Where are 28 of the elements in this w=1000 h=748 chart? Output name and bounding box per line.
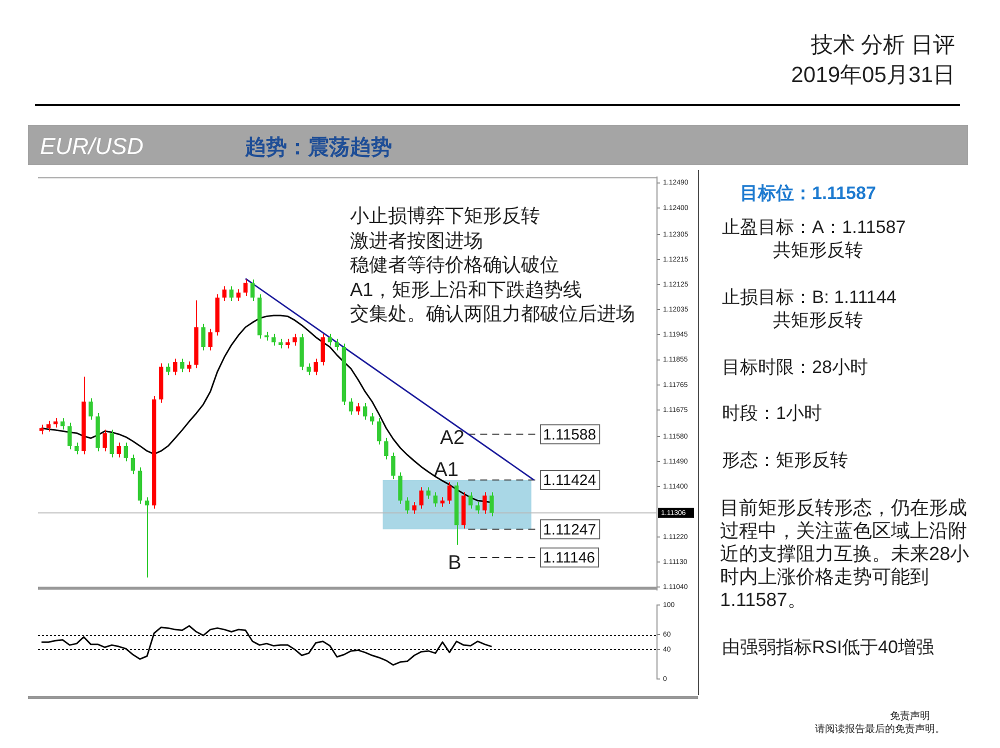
annotation: 小止损博弈下矩形反转: [350, 205, 540, 229]
annotation: 稳健者等待价格确认破位: [350, 254, 559, 278]
text: 目标时限：28小时: [722, 356, 868, 378]
text: 目前矩形反转形态，仍在形成过程中，关注蓝色区域上沿附近的支撑阻力互换。未来28小时内上涨价格走势可能到1.11587。: [720, 497, 970, 612]
annotation: A1，矩形上沿和下跌趋势线: [350, 278, 582, 302]
annotation: A2: [440, 426, 464, 450]
text: 免责声明: [890, 711, 930, 723]
text: 共矩形反转: [773, 239, 863, 261]
ref-line-label: 1.11146: [543, 550, 596, 567]
ref-line-label: 1.11588: [543, 426, 596, 444]
ref-line-label: 1.11247: [543, 521, 596, 538]
text: 请阅读报告最后的免责声明。: [815, 724, 945, 736]
text: 2019年05月31日: [791, 62, 955, 88]
chart-subtitle: 趋势：震荡趋势: [245, 135, 392, 161]
text: 共矩形反转: [773, 309, 863, 331]
text: 由强弱指标RSI低于40增强: [722, 636, 934, 658]
annotation: 激进者按图进场: [350, 230, 483, 254]
text: 止损目标：B: 1.11144: [722, 286, 896, 308]
text: 形态：矩形反转: [722, 449, 848, 471]
text: 技术 分析 日评: [810, 32, 955, 58]
ref-line-label: 1.11424: [543, 472, 596, 490]
annotation: B: [448, 551, 462, 575]
annotation: A1: [434, 458, 458, 482]
annotation: 交集处。确认两阻力都破位后进场: [350, 303, 635, 327]
chart-title: EUR/USD: [40, 133, 144, 160]
text: 时段：1小时: [722, 402, 822, 424]
text: 止盈目标：A：1.11587: [722, 216, 906, 238]
text: 目标位：1.11587: [740, 182, 876, 204]
